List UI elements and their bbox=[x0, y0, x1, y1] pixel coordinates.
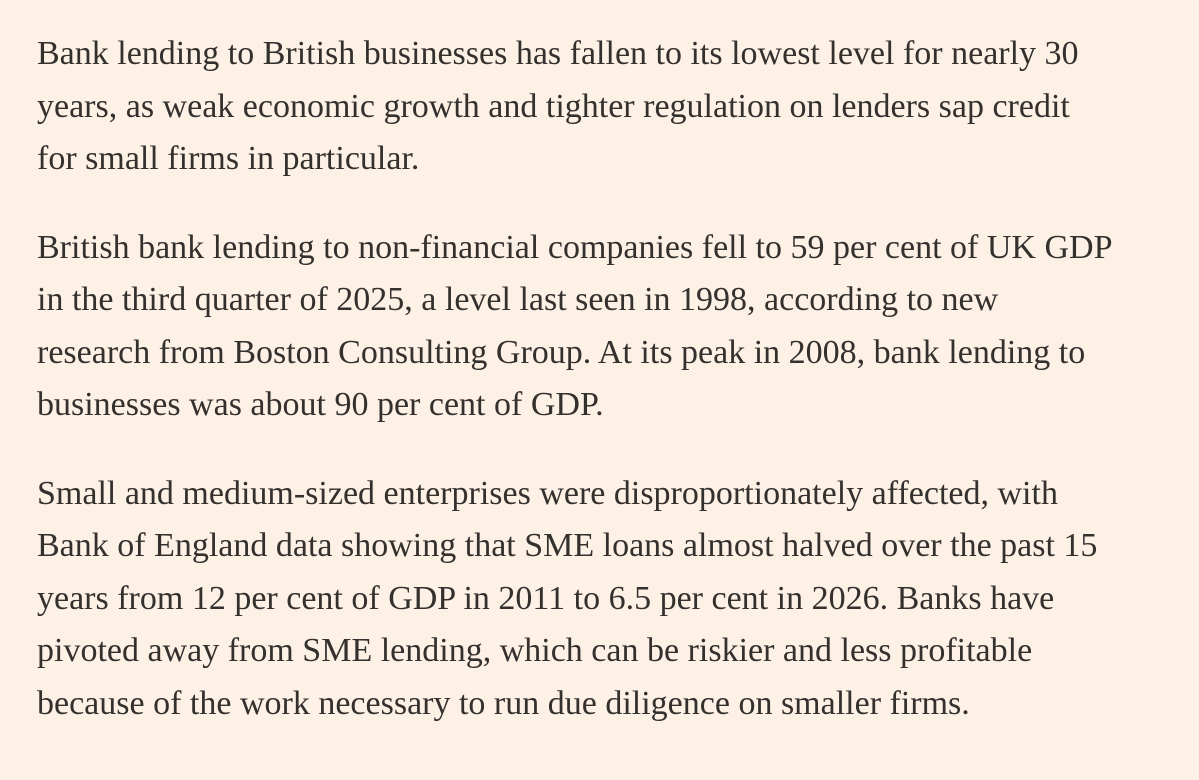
article-body: Bank lending to British businesses has f… bbox=[37, 28, 1177, 730]
text-line: pivoted away from SME lending, which can… bbox=[37, 632, 1033, 669]
article-paragraph-3: Small and medium-sized enterprises were … bbox=[37, 468, 1177, 731]
article-paragraph-1: Bank lending to British businesses has f… bbox=[37, 28, 1177, 186]
text-line: Small and medium-sized enterprises were … bbox=[37, 474, 1058, 512]
text-line: research from Boston Consulting Group. A… bbox=[37, 333, 1086, 371]
text-line: years, as weak economic growth and tight… bbox=[37, 87, 1070, 125]
text-line: because of the work necessary to run due… bbox=[37, 684, 970, 722]
text-line: Bank of England data showing that SME lo… bbox=[37, 527, 1098, 564]
text-line: businesses was about 90 per cent of GDP. bbox=[37, 386, 604, 423]
text-line: for small firms in particular. bbox=[37, 140, 420, 177]
text-line: British bank lending to non-financial co… bbox=[37, 228, 1113, 266]
text-line: Bank lending to British businesses has f… bbox=[37, 35, 1079, 72]
article-paragraph-2: British bank lending to non-financial co… bbox=[37, 222, 1177, 432]
text-line: in the third quarter of 2025, a level la… bbox=[37, 281, 999, 318]
text-line: years from 12 per cent of GDP in 2011 to… bbox=[37, 579, 1055, 617]
